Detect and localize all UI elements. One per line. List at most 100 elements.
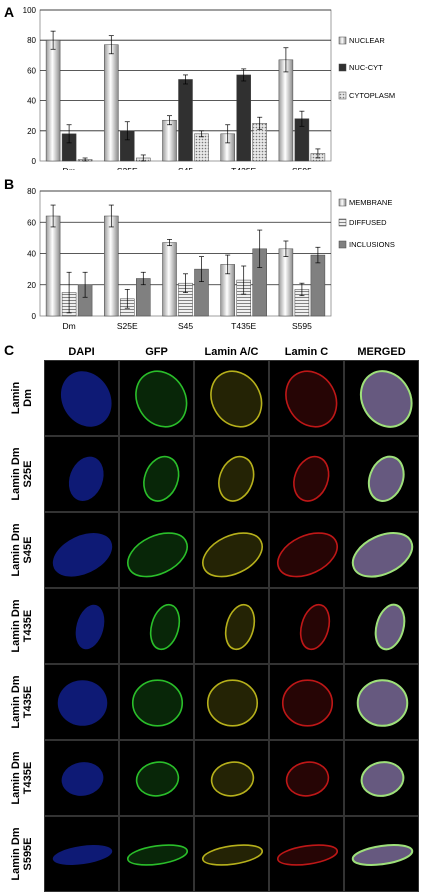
row-label-top: Lamin Dm (10, 751, 22, 805)
row-label-0: Lamin Dm (10, 362, 34, 434)
nucleus-drawing (218, 455, 255, 502)
nucleus-drawing (299, 603, 331, 651)
column-header-0: DAPI (68, 346, 95, 358)
x-tick-label: S595 (292, 166, 312, 170)
micrograph-merged-row1 (344, 436, 419, 512)
nucleus-drawing (126, 844, 189, 866)
micrograph-merged-row5 (344, 740, 419, 816)
nucleus-drawing (143, 455, 180, 502)
column-header-2: Lamin A/C (204, 346, 259, 358)
row-label-bottom: Dm (22, 389, 34, 407)
x-tick-label: S25E (117, 166, 138, 170)
micrograph-gfp-row0 (119, 360, 194, 436)
x-tick-label: T435E (231, 166, 256, 170)
row-label-2: Lamin Dm S45E (10, 514, 34, 586)
micrograph-merged-row3 (344, 588, 419, 664)
nucleus-drawing (149, 603, 181, 651)
column-header-1: GFP (145, 346, 168, 358)
nucleus-drawing (61, 762, 104, 796)
micrograph-laminac-row0 (194, 360, 269, 436)
legend-swatch (338, 198, 347, 207)
micrograph-laminac-row3 (194, 588, 269, 664)
nucleus-drawing (206, 679, 259, 727)
nucleus-drawing (52, 845, 113, 865)
micrograph-laminac-row1 (194, 436, 269, 512)
nucleus-drawing (360, 761, 405, 797)
row-label-top: Lamin Dm (10, 675, 22, 729)
bar-nuclear-s25e (104, 44, 119, 162)
micrograph-laminc-row3 (269, 588, 344, 664)
micrograph-dapi-row2 (44, 512, 119, 588)
y-tick-label: 40 (27, 250, 36, 259)
row-label-3: Lamin Dm T435E (10, 590, 34, 662)
micrograph-dapi-row6 (44, 816, 119, 892)
row-label-1: Lamin Dm S25E (10, 438, 34, 510)
micrograph-dapi-row1 (44, 436, 119, 512)
nucleus-drawing (52, 533, 113, 577)
y-tick-label: 100 (23, 6, 37, 15)
nucleus-drawing (131, 679, 184, 727)
legend-label: MEMBRANE (349, 198, 392, 207)
micrograph-gfp-row2 (119, 512, 194, 588)
micrograph-merged-row2 (344, 512, 419, 588)
legend-swatch (338, 36, 347, 45)
micrograph-laminac-row5 (194, 740, 269, 816)
row-label-bottom: T435E (22, 685, 34, 719)
x-tick-label: S45 (178, 321, 193, 331)
row-label-6: Lamin Dm S595E (10, 818, 34, 890)
x-tick-label: T435E (231, 321, 256, 331)
panel-letter-c: C (4, 342, 15, 358)
nucleus-drawing (277, 532, 338, 578)
row-label-top: Lamin Dm (10, 827, 22, 881)
nucleus-drawing (210, 761, 255, 797)
micrograph-gfp-row4 (119, 664, 194, 740)
micrograph-laminc-row1 (269, 436, 344, 512)
micrograph-laminc-row6 (269, 816, 344, 892)
y-tick-label: 80 (27, 36, 36, 45)
micrograph-dapi-row3 (44, 588, 119, 664)
microscopy-column-headers: DAPI GFP Lamin A/C Lamin C MERGED (0, 344, 423, 360)
legend-swatch (338, 91, 347, 100)
y-tick-label: 0 (32, 157, 37, 166)
micrograph-gfp-row5 (119, 740, 194, 816)
legend-swatch (338, 63, 347, 72)
nucleus-drawing (75, 604, 105, 650)
micrograph-laminc-row2 (269, 512, 344, 588)
y-tick-label: 0 (32, 312, 37, 321)
micrograph-laminc-row0 (269, 360, 344, 436)
row-label-bottom: S595E (22, 837, 34, 871)
micrograph-dapi-row4 (44, 664, 119, 740)
micrograph-merged-row0 (344, 360, 419, 436)
nucleus-drawing (281, 679, 334, 727)
micrograph-gfp-row1 (119, 436, 194, 512)
row-label-top: Lamin Dm (10, 447, 22, 501)
nucleus-drawing (135, 370, 188, 428)
micrograph-laminac-row2 (194, 512, 269, 588)
micrograph-gfp-row6 (119, 816, 194, 892)
nucleus-drawing (359, 370, 413, 428)
nucleus-drawing (351, 532, 414, 578)
row-label-4: Lamin Dm T435E (10, 666, 34, 738)
legend-label: CYTOPLASM (349, 91, 395, 100)
row-label-top: Lamin Dm (10, 523, 22, 577)
legend-label: DIFFUSED (349, 218, 387, 227)
nucleus-drawing (293, 455, 330, 502)
nucleus-drawing (201, 844, 264, 866)
nucleus-drawing (367, 455, 405, 502)
nucleus-drawing (135, 761, 180, 797)
y-tick-label: 60 (27, 218, 36, 227)
column-header-3: Lamin C (284, 346, 329, 358)
micrograph-merged-row6 (344, 816, 419, 892)
nucleus-drawing (60, 371, 112, 427)
nucleus-drawing (202, 532, 263, 578)
micrograph-gfp-row3 (119, 588, 194, 664)
micrograph-laminc-row5 (269, 740, 344, 816)
row-label-top: Lamin (10, 381, 22, 415)
bar-membrane-s25e (104, 215, 119, 317)
y-tick-label: 20 (27, 127, 36, 136)
bar-nuc-cyt-t435e (236, 74, 251, 162)
bar-membrane-s45 (162, 242, 177, 317)
legend-swatch (338, 240, 347, 249)
panel-letter-b: B (4, 176, 15, 192)
chart-a-nuclear-localization: 0 20 40 60 80 100 Dm S25E S45 T435E S595 NUCLEAR NUC… (23, 6, 395, 170)
